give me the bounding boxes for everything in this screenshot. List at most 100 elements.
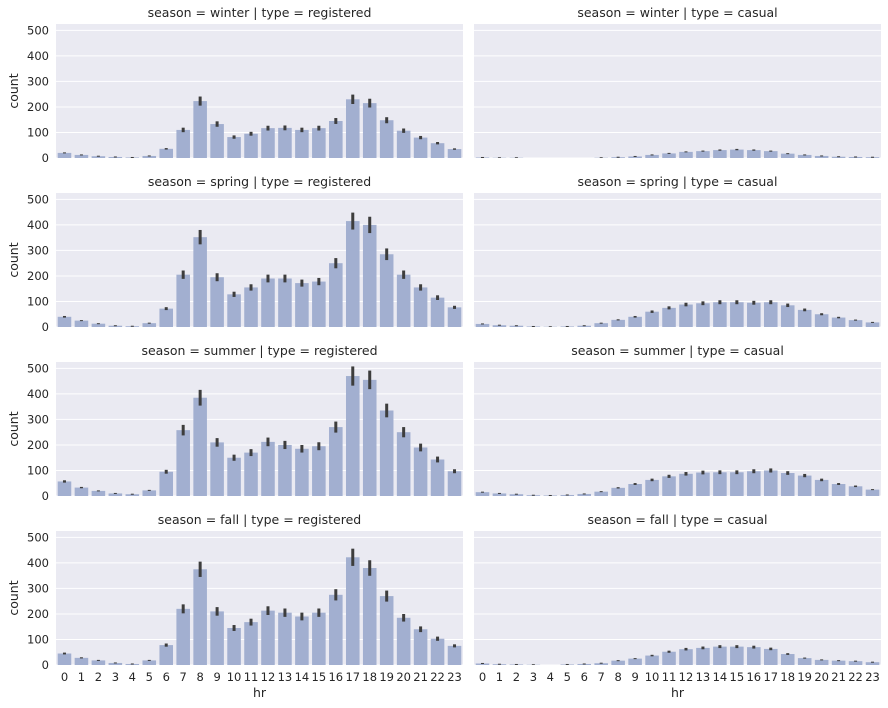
bar-hr-15 xyxy=(312,612,326,665)
x-axis-label: hr xyxy=(671,685,685,700)
bar-hr-13 xyxy=(696,303,710,327)
bar-hr-7 xyxy=(176,608,190,665)
y-tick-label: 300 xyxy=(27,74,49,88)
x-tick-label: 0 xyxy=(479,670,486,684)
bar-hr-12 xyxy=(679,649,693,665)
bar-hr-14 xyxy=(713,472,727,496)
x-tick-label: 17 xyxy=(345,670,360,684)
x-tick-label: 21 xyxy=(831,670,846,684)
facet-panel-7: season = fall | type = registered0100200… xyxy=(6,512,463,700)
bar-hr-14 xyxy=(713,302,727,327)
bar-hr-11 xyxy=(662,651,676,665)
bar-hr-19 xyxy=(797,658,812,665)
bar-hr-6 xyxy=(159,308,174,327)
panel-title: season = spring | type = casual xyxy=(578,174,778,189)
bar-hr-17 xyxy=(763,302,778,327)
bar-hr-12 xyxy=(261,278,275,327)
y-tick-label: 0 xyxy=(42,151,49,165)
bar-hr-20 xyxy=(814,479,829,496)
bar-hr-13 xyxy=(278,612,292,665)
bar-hr-10 xyxy=(645,154,659,158)
bar-hr-16 xyxy=(747,647,761,665)
y-tick-label: 500 xyxy=(27,530,49,544)
bar-hr-10 xyxy=(227,457,241,496)
bar-hr-5 xyxy=(142,323,157,327)
y-tick-label: 500 xyxy=(27,361,49,375)
y-tick-label: 300 xyxy=(27,581,49,595)
bar-hr-9 xyxy=(210,611,224,665)
x-tick-label: 12 xyxy=(261,670,276,684)
bar-hr-10 xyxy=(227,137,241,158)
x-tick-label: 17 xyxy=(763,670,778,684)
x-tick-label: 11 xyxy=(662,670,677,684)
y-tick-label: 200 xyxy=(27,269,49,283)
x-tick-label: 22 xyxy=(848,670,863,684)
bar-hr-11 xyxy=(244,622,258,665)
bar-hr-12 xyxy=(679,304,693,327)
x-tick-label: 7 xyxy=(180,670,187,684)
x-tick-label: 0 xyxy=(61,670,68,684)
bar-hr-8 xyxy=(193,397,207,496)
y-axis-label: count xyxy=(6,580,21,615)
bar-hr-21 xyxy=(413,447,428,496)
bar-hr-10 xyxy=(227,294,241,327)
bar-hr-23 xyxy=(865,322,880,327)
x-tick-label: 8 xyxy=(196,670,203,684)
bar-hr-11 xyxy=(244,452,258,496)
bar-hr-7 xyxy=(594,663,608,665)
bar-hr-22 xyxy=(430,459,445,496)
y-tick-label: 400 xyxy=(27,556,49,570)
bar-hr-17 xyxy=(345,376,360,496)
bar-hr-8 xyxy=(611,487,625,496)
bar-hr-13 xyxy=(696,647,710,665)
bar-hr-0 xyxy=(57,481,72,496)
bar-hr-12 xyxy=(679,473,693,496)
bar-hr-22 xyxy=(848,320,863,327)
bar-hr-14 xyxy=(295,448,309,496)
x-tick-label: 10 xyxy=(645,670,660,684)
bar-hr-14 xyxy=(295,616,309,665)
x-tick-label: 12 xyxy=(679,670,694,684)
x-tick-label: 3 xyxy=(530,670,537,684)
bar-hr-19 xyxy=(379,596,394,665)
facet-panel-4: season = spring | type = casual xyxy=(474,174,881,328)
y-tick-label: 300 xyxy=(27,412,49,426)
bar-hr-18 xyxy=(362,103,377,158)
x-tick-label: 5 xyxy=(146,670,153,684)
bar-hr-19 xyxy=(379,410,394,496)
x-tick-label: 20 xyxy=(396,670,411,684)
bar-hr-14 xyxy=(295,283,309,327)
x-tick-label: 1 xyxy=(496,670,503,684)
x-tick-label: 3 xyxy=(112,670,119,684)
bar-hr-23 xyxy=(447,307,462,327)
x-tick-label: 16 xyxy=(746,670,761,684)
bar-hr-2 xyxy=(509,494,524,496)
bar-hr-16 xyxy=(329,263,343,327)
bar-hr-19 xyxy=(797,475,812,496)
x-tick-label: 14 xyxy=(295,670,310,684)
bar-hr-22 xyxy=(430,143,445,158)
bar-hr-8 xyxy=(193,237,207,327)
bar-hr-0 xyxy=(57,653,72,665)
facet-panel-5: season = summer | type = registered 0 100 2… xyxy=(6,343,463,503)
bar-hr-13 xyxy=(278,278,292,327)
panel-title: season = fall | type = casual xyxy=(588,512,768,527)
bar-hr-18 xyxy=(780,473,795,496)
y-tick-label: 0 xyxy=(42,320,49,334)
x-tick-label: 13 xyxy=(696,670,711,684)
bar-hr-9 xyxy=(210,442,224,496)
y-tick-label: 0 xyxy=(42,489,49,503)
panel-background xyxy=(474,531,881,665)
bar-hr-11 xyxy=(662,476,676,496)
panel-background xyxy=(56,24,463,158)
panel-background xyxy=(56,193,463,327)
bar-hr-15 xyxy=(312,446,326,496)
x-tick-label: 9 xyxy=(213,670,220,684)
bar-hr-2 xyxy=(91,156,106,158)
bar-hr-3 xyxy=(108,662,123,665)
bar-hr-11 xyxy=(662,307,676,327)
bar-hr-17 xyxy=(345,99,360,158)
bar-hr-19 xyxy=(379,120,394,158)
bar-hr-15 xyxy=(730,149,744,158)
bar-hr-17 xyxy=(763,648,778,665)
